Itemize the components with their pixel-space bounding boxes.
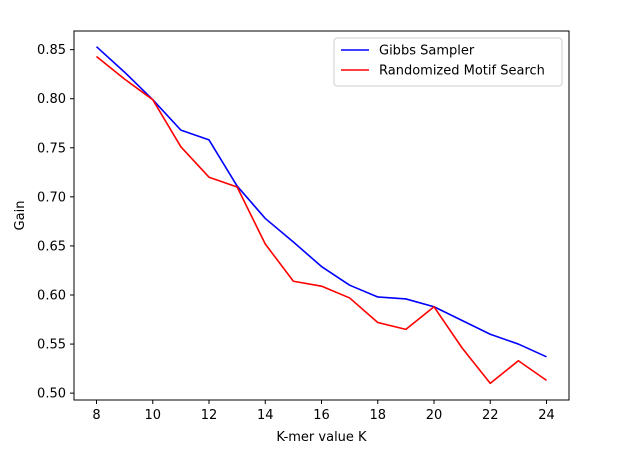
y-tick-label: 0.50	[37, 387, 66, 402]
legend: Gibbs Sampler Randomized Motif Search	[333, 37, 563, 87]
legend-box	[333, 37, 563, 87]
plot-frame	[73, 30, 570, 401]
y-tick-label: 0.60	[37, 288, 66, 303]
y-tick-label: 0.80	[37, 92, 66, 107]
x-tick-label: 20	[426, 408, 443, 423]
y-ticks: 0.50 0.55 0.60 0.65 0.70 0.75 0.80 0.85	[37, 43, 74, 402]
series-layer	[95, 46, 547, 385]
x-axis-label: K-mer value K	[276, 430, 367, 445]
legend-label-1: Randomized Motif Search	[379, 64, 545, 79]
y-axis-label: Gain	[13, 201, 28, 231]
x-tick-label: 14	[257, 408, 274, 423]
legend-label-0: Gibbs Sampler	[379, 44, 475, 59]
x-tick-label: 16	[313, 408, 330, 423]
series-line-1	[95, 55, 547, 385]
x-tick-label: 8	[92, 408, 100, 423]
plot-area	[74, 31, 569, 400]
x-ticks: 8 10 12 14 16 18 20 22 24	[92, 400, 555, 423]
series-line-0	[95, 46, 547, 358]
x-tick-label: 24	[538, 408, 555, 423]
y-tick-label: 0.75	[37, 141, 66, 156]
x-tick-label: 22	[482, 408, 499, 423]
x-tick-label: 18	[369, 408, 386, 423]
y-tick-label: 0.65	[37, 239, 66, 254]
y-tick-label: 0.55	[37, 338, 66, 353]
y-tick-label: 0.85	[37, 43, 66, 58]
x-tick-label: 10	[144, 408, 161, 423]
x-tick-label: 12	[201, 408, 218, 423]
y-tick-label: 0.70	[37, 190, 66, 205]
